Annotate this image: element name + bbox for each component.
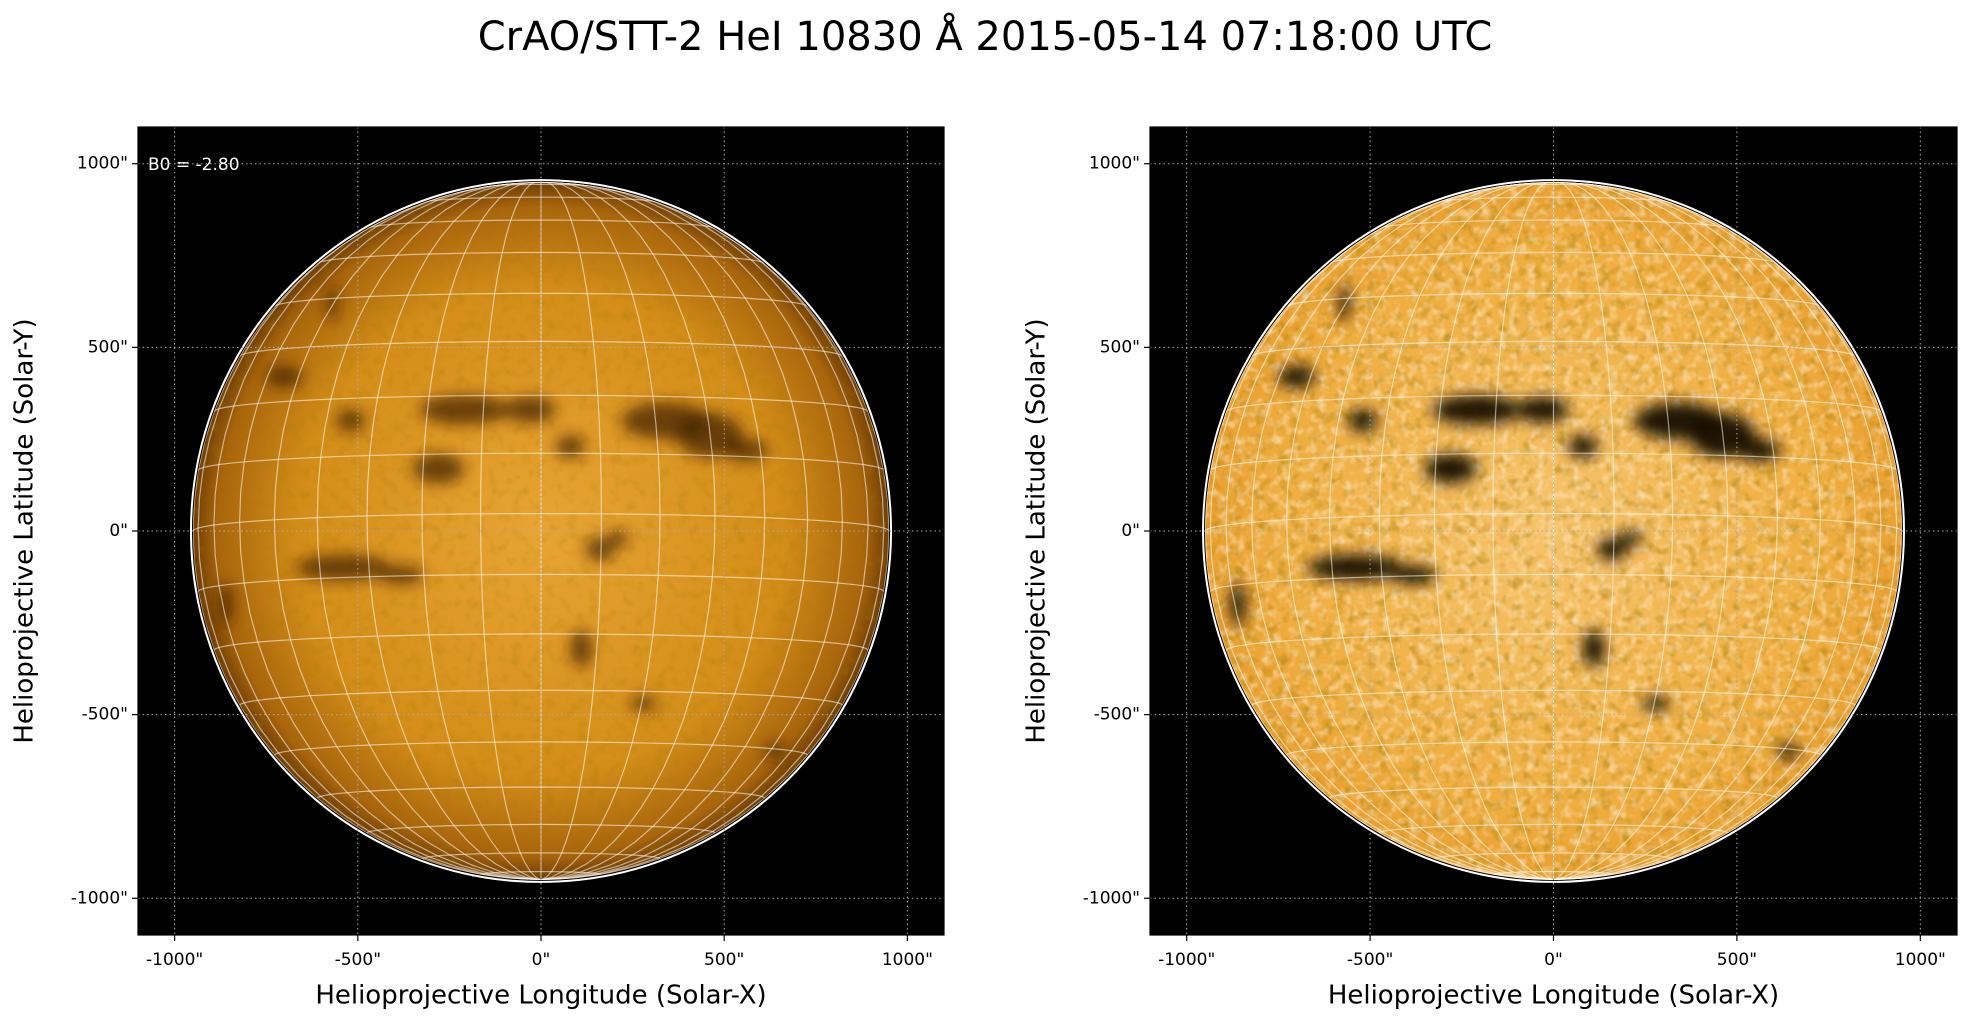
meridian-line: [1433, 182, 1554, 880]
dark-feature: [630, 696, 657, 711]
y-axis-label: Helioprojective Latitude (Solar-Y): [10, 318, 40, 743]
meridian-line: [273, 182, 542, 880]
panel: -1000" -500" 0" 500" 1000" -1000" -500" 0" 500" 1…: [1022, 126, 1958, 1011]
meridian-line: [366, 182, 542, 880]
meridian-line: [540, 182, 766, 880]
plot-frame: [1149, 126, 1958, 936]
figure-title: CrAO/STT-2 HeI 10830 Å 2015-05-14 07:18:…: [478, 12, 1493, 60]
meridian-line: [1553, 182, 1674, 880]
solar-limb: [189, 179, 893, 883]
meridian-line: [1553, 182, 1729, 880]
solar-limb: [1202, 179, 1905, 883]
y-tick-label: 500": [1100, 337, 1140, 357]
y-tick-label: 0": [109, 521, 128, 541]
dark-feature: [606, 531, 629, 546]
y-axis-label: Helioprojective Latitude (Solar-Y): [1022, 318, 1052, 743]
meridian-line: [1225, 182, 1554, 880]
dark-feature: [1619, 531, 1642, 546]
meridian-line: [1251, 182, 1554, 880]
panel: -1000" -500" 0" 500" 1000" -1000" -500" 0" 500" 1…: [10, 126, 945, 1011]
y-tick-label: 0": [1121, 521, 1140, 541]
x-tick-label: 1000": [882, 950, 933, 970]
dark-feature: [1568, 435, 1598, 458]
meridian-line: [540, 182, 603, 880]
meridian-line: [1378, 182, 1554, 880]
dark-feature: [1425, 453, 1477, 484]
meridian-line: [421, 182, 542, 880]
dark-feature: [555, 435, 585, 458]
meridian-line: [540, 182, 661, 880]
meridian-line: [1553, 182, 1856, 880]
dark-feature: [764, 744, 787, 759]
y-tick-label: 1000": [1089, 154, 1140, 174]
meridian-line: [1553, 182, 1882, 880]
meridian-line: [316, 182, 542, 880]
meridian-line: [479, 182, 542, 880]
x-tick-label: -500": [335, 950, 381, 970]
dark-feature: [1432, 395, 1521, 425]
y-tick-label: -500": [1094, 705, 1140, 725]
x-tick-label: -1000": [146, 950, 203, 970]
x-tick-label: 0": [532, 950, 551, 970]
y-tick-label: 1000": [77, 154, 128, 174]
meridian-line: [540, 182, 869, 880]
dark-feature: [266, 365, 303, 388]
dark-feature: [1392, 565, 1437, 585]
dark-feature: [1338, 284, 1350, 322]
x-tick-label: -1000": [1158, 950, 1215, 970]
x-axis-label: Helioprojective Longitude (Solar-X): [315, 981, 766, 1011]
meridian-line: [1285, 182, 1554, 880]
dark-feature: [1230, 582, 1246, 627]
meridian-line: [1328, 182, 1554, 880]
y-tick-label: -500": [82, 705, 128, 725]
x-tick-label: -500": [1347, 950, 1393, 970]
meridian-line: [540, 182, 844, 880]
annotation: B0 = -2.80: [148, 155, 240, 175]
dark-feature: [570, 630, 593, 667]
dark-feature: [1643, 696, 1670, 711]
meridian-line: [213, 182, 542, 880]
dark-feature: [326, 284, 338, 322]
y-tick-label: -1000": [1083, 888, 1140, 908]
x-tick-label: 500": [704, 950, 744, 970]
meridian-line: [1492, 182, 1554, 880]
meridian-line: [1553, 182, 1779, 880]
meridian-line: [1553, 182, 1615, 880]
dark-feature: [420, 395, 509, 425]
y-tick-label: -1000": [71, 888, 128, 908]
x-tick-label: 1000": [1895, 950, 1946, 970]
dark-feature: [218, 582, 234, 627]
x-tick-label: 500": [1717, 950, 1757, 970]
dark-feature: [1278, 365, 1316, 388]
x-axis-label: Helioprojective Longitude (Solar-X): [1328, 981, 1779, 1011]
dark-feature: [1348, 409, 1378, 432]
dark-feature: [584, 538, 615, 561]
dark-feature: [1597, 538, 1627, 561]
dark-feature: [1516, 396, 1569, 423]
dark-feature: [1777, 744, 1800, 759]
meridian-line: [540, 182, 716, 880]
meridian-line: [238, 182, 542, 880]
meridian-line: [540, 182, 809, 880]
dark-feature: [504, 396, 556, 423]
plot-frame: [137, 126, 945, 936]
x-tick-label: 0": [1544, 950, 1563, 970]
dark-feature: [1582, 630, 1605, 667]
meridian-line: [1553, 182, 1822, 880]
dark-feature: [335, 409, 366, 432]
y-tick-label: 500": [88, 337, 128, 357]
dark-feature: [412, 453, 465, 484]
dark-feature: [379, 565, 424, 585]
